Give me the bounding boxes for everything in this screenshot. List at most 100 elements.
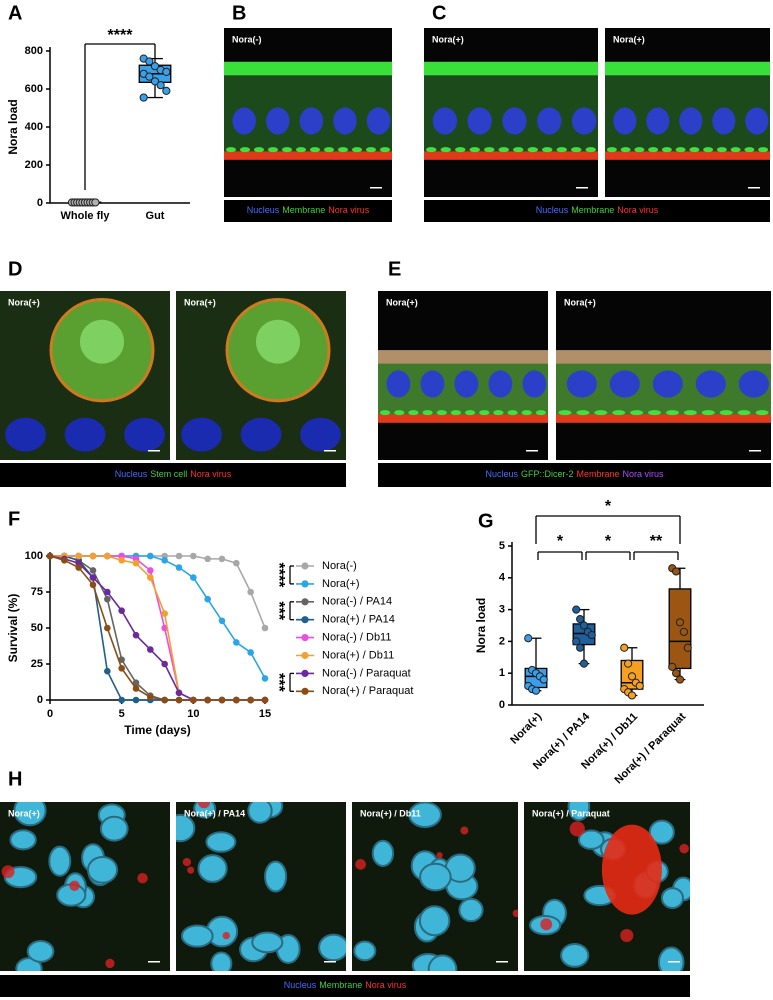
membrane-dot [730,147,741,153]
apical-band [424,61,598,76]
nucleus [86,855,119,884]
significance: * [605,533,612,550]
channel-name: Nora virus [328,205,370,215]
micrograph-content [176,802,346,971]
nucleus [648,819,675,845]
data-point [46,552,54,560]
legend-marker [301,598,309,606]
membrane-dot [571,147,582,153]
membrane-dot [479,410,490,416]
nucleus [458,897,484,923]
data-point [175,564,183,571]
y-tick-label: 800 [25,45,43,57]
panel-letter: H [8,768,22,790]
data-point [587,630,596,640]
data-point [531,686,541,695]
data-point [61,557,68,564]
channel-legend: Nucleus Membrane Nora virus [536,205,659,215]
data-point [147,552,154,560]
data-point [162,67,171,77]
scale-bar [148,961,160,963]
legend-label: Nora(-) / PA14 [322,596,392,608]
data-point [261,675,269,682]
nucleus [26,940,55,963]
data-point [576,615,585,624]
membrane-dot [648,410,661,416]
x-axis-label: Time (days) [124,723,190,737]
channel-name: Membrane [576,469,619,479]
nucleus [99,815,129,842]
data-point [576,643,585,652]
nucleus [427,954,458,971]
data-point [672,669,681,678]
micrograph [352,802,518,971]
channel-name: Nucleus [247,205,280,215]
basal-band [378,414,548,423]
micrograph-label: Nora(-) [232,34,262,44]
micrograph [176,802,346,971]
legend-marker [301,669,309,678]
x-tick-label: Whole fly [61,210,111,222]
nucleus [502,107,527,135]
virus-spot [187,866,195,874]
scale-bar [370,187,382,189]
y-tick-label: 0 [37,694,43,706]
panel-letter: E [388,258,401,280]
data-point [139,93,148,102]
virus-spot [679,843,689,854]
significance: *** [270,673,287,692]
legend-label: Nora(+) [322,578,360,590]
y-tick-label: 75 [31,586,43,598]
channel-legend: Nucleus Membrane Nora virus [247,205,370,215]
x-tick-label: Nora(+) [508,710,544,746]
membrane-dot [606,147,617,153]
data-point [233,696,240,704]
nucleus [652,370,683,398]
nucleus [738,370,769,398]
membrane-dot [683,410,697,416]
data-point [627,672,637,681]
micrograph-content [605,28,770,197]
basal-band [224,151,392,160]
nucleus [712,107,736,135]
panel-letter: C [432,2,446,24]
nucleus [566,370,597,398]
membrane-dot [689,147,700,153]
significance: **** [270,562,287,588]
data-point [233,639,240,646]
nucleus [79,319,125,364]
virus-spot [355,859,366,870]
data-point [91,198,100,207]
micrograph-content [0,291,170,460]
legend-marker [301,616,309,624]
membrane-dot [253,147,265,153]
nucleus [300,417,341,452]
micrograph-content [352,802,518,971]
nucleus [371,839,395,867]
micrograph [605,28,770,197]
legend-label: Nora(-) / Db11 [322,632,391,644]
membrane-dot [648,147,659,153]
channel-name: GFP::Dicer-2 [521,469,574,479]
channel-name: Nora virus [190,469,232,479]
data-point [161,696,168,704]
data-point [679,627,688,636]
nucleus [299,107,324,135]
data-point [161,660,168,668]
data-point [145,72,154,81]
virus-spot [137,872,148,884]
nucleus [180,924,214,948]
channel-name: Nora virus [623,469,665,479]
membrane-dot [758,147,769,153]
virus-cell [601,824,662,915]
nucleus [333,107,357,135]
nucleus [124,417,165,452]
panel-letter: B [232,2,246,24]
virus-spot [1,865,15,879]
significance: *** [270,601,287,620]
legend-label: Nora(-) [322,560,357,572]
nucleus [745,107,769,135]
data-point [261,624,269,632]
data-point [161,610,168,617]
